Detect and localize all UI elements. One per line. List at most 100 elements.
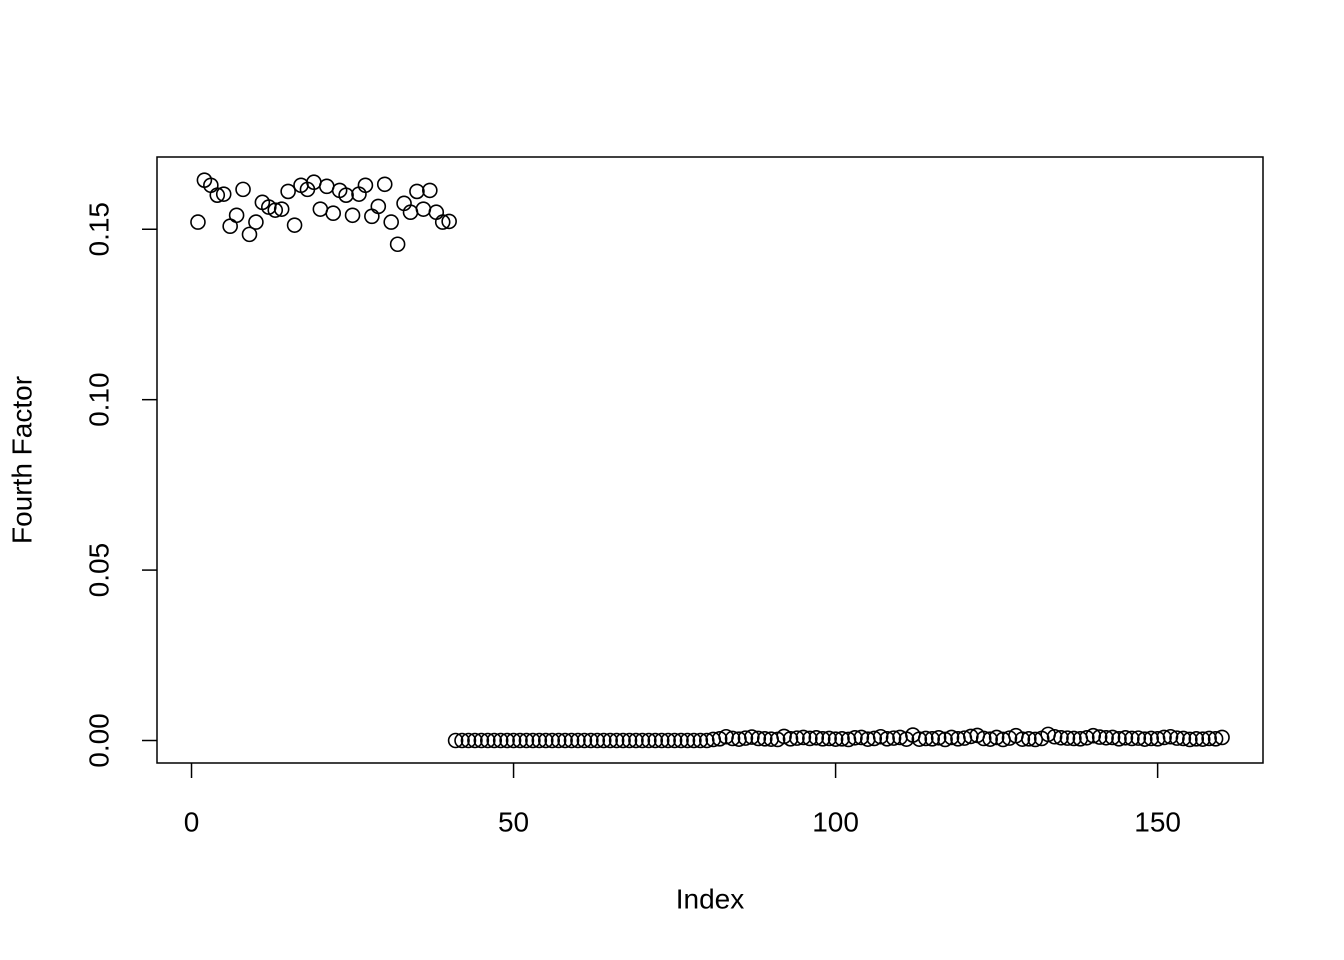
- point: [653, 732, 670, 749]
- point: [344, 207, 361, 224]
- point: [1014, 731, 1031, 747]
- point: [273, 201, 290, 217]
- point: [1214, 729, 1230, 746]
- point: [666, 732, 683, 749]
- point: [1066, 730, 1082, 747]
- point: [853, 729, 870, 746]
- point: [383, 214, 399, 230]
- point: [1156, 729, 1172, 746]
- point: [1175, 730, 1192, 747]
- point: [338, 187, 354, 203]
- point: [460, 732, 477, 749]
- point: [821, 730, 837, 747]
- point: [512, 732, 528, 749]
- point: [441, 213, 457, 230]
- point: [576, 732, 593, 749]
- point: [479, 732, 496, 749]
- point: [744, 729, 760, 745]
- point: [376, 176, 393, 193]
- point: [608, 732, 625, 749]
- point: [724, 730, 741, 747]
- point: [531, 732, 548, 749]
- point: [1182, 731, 1198, 748]
- point: [943, 729, 960, 746]
- point: [924, 731, 941, 747]
- point: [422, 182, 438, 199]
- point: [215, 186, 232, 202]
- point: [789, 730, 805, 746]
- point: [492, 732, 509, 749]
- point: [434, 214, 451, 230]
- point: [280, 183, 296, 200]
- point: [1046, 728, 1063, 745]
- point: [486, 732, 503, 749]
- y-tick-label: 0.00: [83, 713, 114, 768]
- point: [499, 732, 515, 749]
- y-tick-label: 0.15: [83, 202, 114, 257]
- point: [679, 732, 696, 749]
- point: [228, 207, 245, 224]
- point: [917, 730, 934, 747]
- point: [911, 731, 928, 747]
- x-tick-label: 150: [1134, 806, 1181, 837]
- point: [544, 732, 561, 749]
- point: [550, 732, 567, 749]
- x-tick-label: 0: [184, 806, 200, 837]
- point: [615, 732, 631, 749]
- y-tick-label: 0.10: [83, 372, 114, 427]
- point: [750, 730, 767, 747]
- point: [1169, 730, 1185, 746]
- point: [1078, 729, 1095, 746]
- point: [814, 731, 831, 747]
- point: [647, 732, 664, 749]
- point: [1162, 728, 1179, 745]
- point: [325, 205, 342, 222]
- point: [518, 732, 535, 749]
- point: [1001, 730, 1018, 746]
- point: [428, 204, 445, 221]
- point: [937, 731, 953, 748]
- point: [454, 732, 470, 749]
- point: [1124, 730, 1140, 747]
- point: [673, 732, 689, 749]
- x-tick-label: 50: [498, 806, 529, 837]
- point: [447, 732, 464, 749]
- point: [776, 728, 792, 745]
- point: [1098, 729, 1114, 746]
- point: [802, 730, 818, 747]
- point: [409, 183, 425, 200]
- point: [312, 201, 329, 217]
- point: [364, 208, 380, 225]
- y-tick-label: 0.05: [83, 543, 114, 598]
- point: [389, 236, 406, 253]
- point: [467, 732, 483, 749]
- point: [473, 732, 490, 749]
- point: [782, 731, 799, 747]
- point: [737, 730, 754, 746]
- point: [563, 732, 580, 749]
- point: [808, 729, 825, 746]
- point: [866, 730, 883, 747]
- point: [1201, 730, 1217, 747]
- point: [286, 217, 303, 233]
- point: [235, 181, 251, 198]
- point: [589, 732, 606, 749]
- point: [525, 732, 541, 749]
- point: [1136, 731, 1153, 747]
- point: [698, 732, 715, 749]
- point: [357, 177, 374, 194]
- plot-box: [156, 156, 1264, 764]
- point: [602, 732, 618, 749]
- point: [190, 214, 206, 230]
- point: [1130, 730, 1147, 746]
- point: [885, 730, 902, 746]
- point: [982, 731, 998, 747]
- point: [1091, 729, 1108, 745]
- point: [1104, 729, 1121, 746]
- point: [872, 728, 889, 745]
- point: [975, 730, 992, 747]
- point: [628, 732, 644, 749]
- point: [879, 731, 895, 747]
